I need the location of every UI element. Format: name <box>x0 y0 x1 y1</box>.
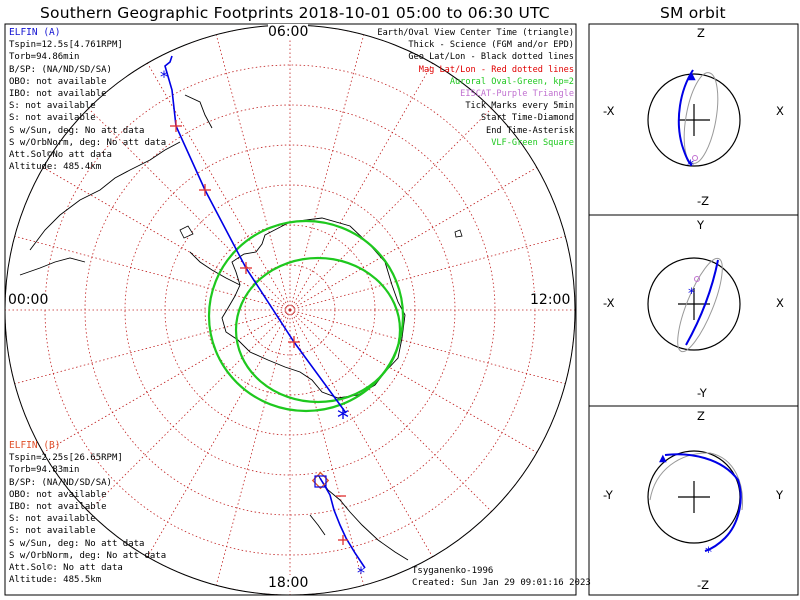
elfin-b-line: IBO: not available <box>9 502 107 513</box>
elfin-a-end-asterisk: * <box>337 404 349 432</box>
elfin-b-line: Altitude: 485.5km <box>9 575 102 586</box>
orbit2-orbit-gray <box>677 257 723 353</box>
svg-text:*: * <box>688 286 695 302</box>
map-label-right: 12:00 <box>530 292 571 308</box>
orbit3-bottom-label: -Z <box>697 578 710 592</box>
legend-item: Auroral Oval-Green, kp=2 <box>449 76 574 87</box>
legend-item: Thick - Science (FGM and/or EPD) <box>408 40 574 51</box>
elfin-a-line: Torb=94.86min <box>9 52 80 63</box>
grid-radial-line <box>211 309 291 595</box>
island-1 <box>179 225 194 239</box>
orbit3-orbit-a <box>664 453 742 552</box>
orbit2-left-label: -X <box>603 296 615 310</box>
legend-item: EISCAT-Purple Triangle <box>460 89 574 100</box>
africa-coast <box>184 94 213 129</box>
elfin-b-line: Att.Sol©: No att data <box>9 563 123 574</box>
elfin-b-track <box>319 477 366 569</box>
elfin-b-start-diamond <box>311 471 330 490</box>
elfin-a-line: S w/Sun, deg: No att data <box>9 125 145 136</box>
svg-text:*: * <box>687 158 694 174</box>
orbit1-bottom-label: -Z <box>697 194 710 208</box>
orbit2-top-label: Y <box>697 218 705 232</box>
grid-radial-line <box>289 309 575 389</box>
elfin-a-info: ELFIN (A) Tspin=12.5s[4.761RPM] Torb=94.… <box>9 27 166 173</box>
elfin-b-line: S w/OrbNorm, deg: No att data <box>9 550 167 561</box>
legend-item: Mag Lat/Lon - Red dotted lines <box>418 64 574 75</box>
elfin-a-line: S: not available <box>9 113 96 124</box>
elfin-b-line: S: not available <box>9 514 96 525</box>
orbit1-earth <box>647 73 741 167</box>
legend: Earth/Oval View Center Time (triangle) T… <box>377 27 574 149</box>
page-title: Southern Geographic Footprints 2018-10-0… <box>40 4 550 22</box>
elfin-b-start-box <box>314 475 327 488</box>
elfin-b-header: ELFIN (B) <box>9 440 61 451</box>
elfin-a-line: OBO: not available <box>9 76 107 87</box>
grid-radial-line <box>289 309 441 571</box>
orbit3-top-label: Z <box>697 409 705 423</box>
south-america-coast <box>19 141 181 276</box>
orbit3-orbit-gray <box>649 452 744 511</box>
grid-radial-line <box>289 309 551 461</box>
orbit2-bottom-label: -Y <box>697 386 707 400</box>
orbit3-left-label: -Y <box>603 488 613 502</box>
elfin-b-line: Tspin=2.25s[26.65RPM] <box>9 453 123 464</box>
elfin-a-header: ELFIN (A) <box>9 27 61 38</box>
elfin-b-end-asterisk: * <box>357 563 365 582</box>
elfin-a-line: S: not available <box>9 101 96 112</box>
svg-text:*: * <box>705 545 712 561</box>
svg-text:▲: ▲ <box>659 453 667 464</box>
orbit2-earth <box>647 257 741 351</box>
elfin-b-line: B/SP: (NA/ND/SD/SA) <box>9 477 112 488</box>
auroral-oval-outer <box>207 219 405 413</box>
orbit1-left-label: -X <box>603 104 615 118</box>
legend-item: Geo Lat/Lon - Black dotted lines <box>408 52 574 63</box>
map-label-left: 00:00 <box>8 292 49 308</box>
orbit-title: SM orbit <box>660 4 726 22</box>
legend-item: End Time-Asterisk <box>486 125 574 136</box>
footer-created: Created: Sun Jan 29 09:01:16 2023 <box>412 578 591 588</box>
antarctic-peninsula <box>189 251 241 286</box>
orbit1-right-label: X <box>776 104 784 118</box>
elfin-a-line: S w/OrbNorm, deg: No att data <box>9 137 167 148</box>
legend-item: VLF-Green Square <box>491 137 574 148</box>
elfin-a-line: Tspin=12.5s[4.761RPM] <box>9 40 123 51</box>
elfin-b-info: ELFIN (B) Tspin=2.25s[26.65RPM] Torb=94.… <box>9 440 166 586</box>
grid-radial-line <box>29 309 291 461</box>
grid-radial-line <box>289 309 503 523</box>
island-2 <box>454 229 463 238</box>
elfin-b-line: S w/Sun, deg: No att data <box>9 538 145 549</box>
elfin-a-ticks <box>170 120 300 348</box>
elfin-a-start-asterisk: * <box>160 67 168 86</box>
antarctica-coastline <box>221 217 406 399</box>
map-label-top: 06:00 <box>268 24 309 40</box>
elfin-b-line: OBO: not available <box>9 489 107 500</box>
elfin-b-line: S: not available <box>9 526 96 537</box>
orbit2-right-label: X <box>776 296 784 310</box>
orbit1-top-label: Z <box>697 26 705 40</box>
orbit3-right-label: Y <box>776 488 784 502</box>
legend-item: Start Time-Diamond <box>480 113 574 124</box>
elfin-a-line: Altitude: 485.4km <box>9 162 102 173</box>
map-label-bottom: 18:00 <box>268 575 309 591</box>
orbit1-orbit-gray <box>683 72 719 164</box>
elfin-b-ticks <box>336 495 348 545</box>
orbit1-orbit-a <box>677 69 694 166</box>
orbit2-orbit-a <box>685 259 719 346</box>
elfin-a-line: Att.Sol©No att data <box>9 150 112 161</box>
australia-coast <box>309 474 409 561</box>
legend-item: Tick Marks every 5min <box>465 101 574 112</box>
orbit-frame <box>588 23 799 596</box>
elfin-a-line: B/SP: (NA/ND/SD/SA) <box>9 64 112 75</box>
svg-text:▲: ▲ <box>688 71 696 82</box>
auroral-oval-inner <box>234 256 402 404</box>
grid-radial-line <box>289 159 551 311</box>
elfin-a-line: IBO: not available <box>9 89 107 100</box>
legend-item: Earth/Oval View Center Time (triangle) <box>377 28 574 38</box>
footer-model: Tsyganenko-1996 <box>412 566 494 576</box>
elfin-b-line: Torb=94.83min <box>9 465 80 476</box>
